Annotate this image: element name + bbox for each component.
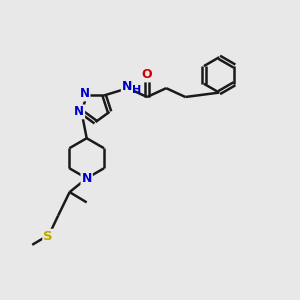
Text: S: S [43,230,53,243]
Text: O: O [142,68,152,81]
Text: N: N [74,105,84,119]
Text: N: N [80,87,89,101]
Text: N: N [122,80,132,93]
Text: N: N [82,172,92,185]
Text: H: H [132,85,141,94]
